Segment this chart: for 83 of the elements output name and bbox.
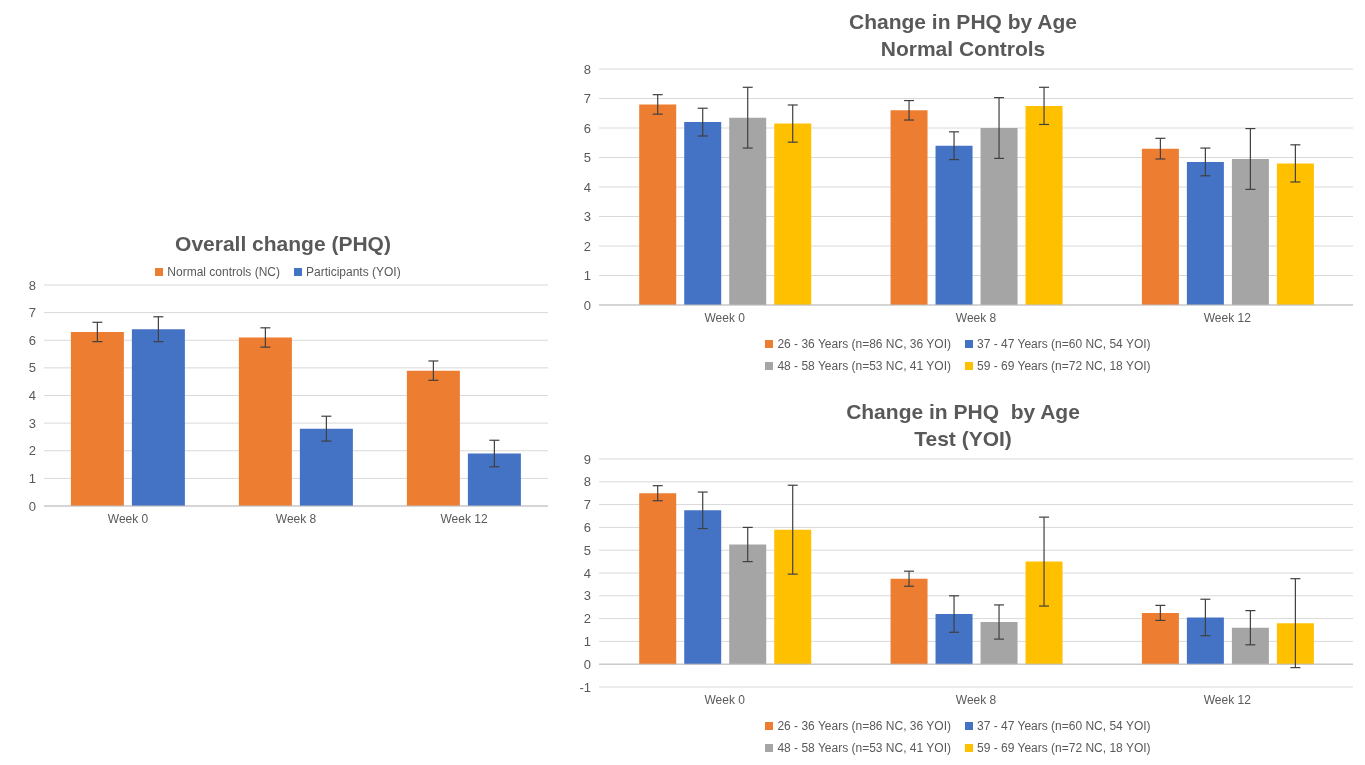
y-tick-label: 7 bbox=[583, 497, 591, 513]
bar bbox=[729, 544, 767, 665]
bar bbox=[980, 128, 1018, 305]
y-tick-label: -1 bbox=[579, 679, 591, 695]
x-tick-label: Week 12 bbox=[440, 511, 488, 526]
legend-label: 48 - 58 Years (n=53 NC, 41 YOI) bbox=[776, 741, 951, 755]
x-tick-label: Week 0 bbox=[704, 310, 746, 325]
y-tick-label: 2 bbox=[583, 238, 591, 254]
x-tick-label: Week 12 bbox=[1203, 692, 1252, 707]
y-tick-label: 9 bbox=[583, 451, 591, 467]
legend-label: 59 - 69 Years (n=72 NC, 18 YOI) bbox=[976, 741, 1151, 755]
legend-label: Normal controls (NC) bbox=[166, 265, 280, 279]
x-tick-label: Week 12 bbox=[1203, 310, 1252, 325]
x-tick-label: Week 0 bbox=[107, 511, 149, 526]
y-tick-label: 4 bbox=[28, 388, 36, 404]
chart-subtitle: Test (YOI) bbox=[913, 426, 1013, 452]
chart-subtitle: Normal Controls bbox=[879, 36, 1047, 62]
y-tick-label: 0 bbox=[28, 498, 36, 514]
x-tick-label: Week 8 bbox=[955, 310, 997, 325]
bar bbox=[774, 529, 812, 665]
x-tick-label: Week 0 bbox=[704, 692, 746, 707]
y-tick-label: 0 bbox=[583, 297, 591, 313]
y-tick-label: 3 bbox=[28, 415, 36, 431]
bar bbox=[684, 122, 722, 305]
legend-label: 37 - 47 Years (n=60 NC, 54 YOI) bbox=[976, 337, 1151, 351]
bar bbox=[1231, 158, 1269, 305]
legend-label: 26 - 36 Years (n=86 NC, 36 YOI) bbox=[776, 337, 951, 351]
y-tick-label: 1 bbox=[583, 634, 591, 650]
bar bbox=[406, 370, 460, 506]
y-tick-label: 3 bbox=[583, 588, 591, 604]
y-tick-label: 4 bbox=[583, 565, 591, 581]
y-tick-label: 7 bbox=[28, 305, 36, 321]
y-tick-label: 2 bbox=[583, 611, 591, 627]
y-tick-label: 5 bbox=[583, 542, 591, 558]
bar bbox=[729, 117, 767, 305]
y-tick-label: 2 bbox=[28, 443, 36, 459]
bar bbox=[774, 123, 812, 305]
legend-label: 37 - 47 Years (n=60 NC, 54 YOI) bbox=[976, 719, 1151, 733]
bar bbox=[1276, 163, 1314, 305]
bar bbox=[467, 453, 521, 506]
chart-title: Overall change (PHQ) bbox=[174, 231, 392, 257]
y-tick-label: 5 bbox=[583, 150, 591, 166]
y-tick-label: 3 bbox=[583, 209, 591, 225]
y-tick-label: 7 bbox=[583, 91, 591, 107]
y-tick-label: 5 bbox=[28, 360, 36, 376]
bar bbox=[299, 428, 353, 506]
bar bbox=[935, 145, 973, 305]
y-tick-label: 6 bbox=[28, 332, 36, 348]
bar bbox=[1025, 561, 1063, 665]
y-tick-label: 8 bbox=[583, 474, 591, 490]
bar bbox=[639, 104, 677, 305]
y-tick-label: 1 bbox=[583, 268, 591, 284]
x-tick-label: Week 8 bbox=[955, 692, 997, 707]
y-tick-label: 8 bbox=[583, 61, 591, 77]
bar bbox=[1141, 148, 1179, 305]
y-tick-label: 6 bbox=[583, 520, 591, 536]
bar bbox=[890, 578, 928, 665]
y-tick-label: 8 bbox=[28, 277, 36, 293]
y-tick-label: 6 bbox=[583, 120, 591, 136]
legend-label: 48 - 58 Years (n=53 NC, 41 YOI) bbox=[776, 359, 951, 373]
bar bbox=[1231, 627, 1269, 665]
bar bbox=[935, 614, 973, 665]
bar bbox=[131, 329, 185, 506]
bar bbox=[639, 493, 677, 665]
y-tick-label: 1 bbox=[28, 470, 36, 486]
bar bbox=[684, 510, 722, 665]
bar bbox=[70, 331, 124, 506]
bar bbox=[980, 622, 1018, 665]
legend-label: 26 - 36 Years (n=86 NC, 36 YOI) bbox=[776, 719, 951, 733]
chart-title: Change in PHQ by Age bbox=[848, 9, 1078, 35]
bar bbox=[890, 110, 928, 305]
chart-title: Change in PHQ by Age bbox=[845, 399, 1081, 425]
bar bbox=[1186, 617, 1224, 665]
y-tick-label: 0 bbox=[583, 656, 591, 672]
legend-label: 59 - 69 Years (n=72 NC, 18 YOI) bbox=[976, 359, 1151, 373]
bar bbox=[238, 337, 292, 506]
legend-label: Participants (YOI) bbox=[305, 265, 401, 279]
bar bbox=[1141, 612, 1179, 665]
x-tick-label: Week 8 bbox=[275, 511, 317, 526]
y-tick-label: 4 bbox=[583, 179, 591, 195]
bar bbox=[1276, 623, 1314, 665]
bar bbox=[1025, 105, 1063, 305]
bar bbox=[1186, 161, 1224, 305]
